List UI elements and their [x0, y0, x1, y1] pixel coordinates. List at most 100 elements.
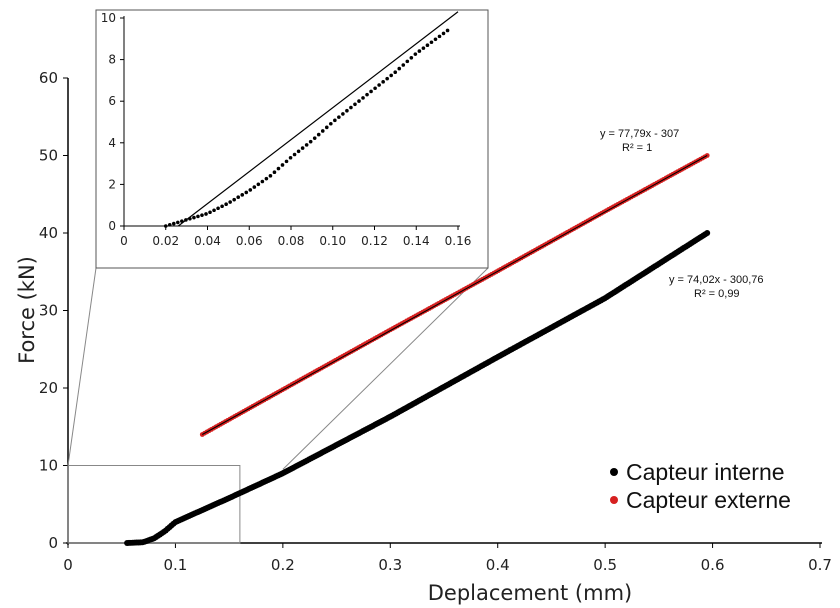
trendline-r2-externe: R² = 1 — [622, 142, 652, 154]
inset-data-point — [413, 52, 418, 56]
inset-data-point — [320, 129, 325, 133]
trendline-externe — [202, 155, 708, 435]
inset-data-point — [180, 219, 184, 223]
inset-data-point — [312, 136, 317, 140]
y-tick-label: 30 — [39, 302, 58, 320]
inset-data-point — [405, 59, 410, 64]
inset-data-point — [268, 174, 273, 178]
inset-data-point — [284, 159, 289, 164]
inset-axes: 0 0.02 0.04 0.06 0.08 0.10 0.12 0.14 0.16 0 2 4 6 8 10 — [101, 11, 472, 248]
inset-data-point — [228, 200, 232, 204]
inset-data-point — [337, 115, 341, 119]
inset-y-tick-label: 6 — [108, 94, 116, 108]
inset-data-point — [248, 188, 253, 192]
inset-x-tick-label: 0 — [120, 234, 128, 248]
series-capteur-externe — [199, 153, 710, 437]
inset-data-point — [172, 221, 176, 226]
inset-data-point — [377, 83, 381, 87]
inset-data-point — [437, 34, 442, 39]
trendline-r2-interne: R² = 0,99 — [694, 288, 740, 300]
inset-data-point — [167, 222, 172, 227]
y-tick-label: 50 — [39, 147, 58, 165]
y-tick-label: 40 — [39, 224, 58, 242]
inset-data-point — [296, 149, 301, 154]
y-tick-label: 60 — [39, 69, 58, 87]
inset-data-point — [184, 218, 188, 222]
inset-y-tick-label: 10 — [101, 11, 116, 25]
inset-data-point — [304, 143, 309, 147]
inset-data-point — [333, 118, 337, 123]
inset-data-point — [276, 166, 281, 171]
y-tick-label: 10 — [39, 457, 58, 475]
inset-data-point — [264, 176, 269, 181]
legend: Capteur interne Capteur externe — [610, 459, 791, 513]
inset-data-point — [208, 210, 212, 215]
inset-data-point — [365, 92, 369, 97]
trendline-equation-interne: y = 74,02x - 300,76 — [669, 274, 763, 286]
inset-data-point — [196, 214, 200, 219]
inset-x-tick-label: 0.16 — [445, 234, 472, 248]
inset-data-point — [232, 197, 236, 202]
inset-y-tick-label: 4 — [108, 136, 116, 150]
inset-data-point — [236, 195, 241, 200]
inset-data-point — [341, 112, 345, 116]
inset-data-point — [349, 105, 353, 110]
inset-y-tick-label: 0 — [108, 219, 116, 233]
inset-data-point — [300, 146, 305, 150]
y-tick-label: 0 — [48, 534, 58, 552]
inset-data-point — [417, 49, 422, 53]
inset-data-point — [204, 212, 208, 216]
trendline-equation-externe: y = 77,79x - 307 — [600, 128, 679, 140]
data-point-interne — [704, 230, 711, 236]
x-tick-label: 0.5 — [593, 556, 617, 574]
inset-x-tick-label: 0.06 — [236, 234, 263, 248]
inset-data-point — [385, 76, 389, 81]
x-tick-label: 0.4 — [486, 556, 510, 574]
inset-data-point — [292, 152, 297, 157]
inset-data-point — [389, 73, 394, 78]
inset-y-tick-label: 2 — [108, 177, 116, 191]
legend-label-interne: Capteur interne — [626, 459, 785, 485]
inset-data-point — [329, 121, 333, 126]
y-axis-label: Force (kN) — [15, 256, 39, 364]
zoom-guides — [67, 267, 489, 544]
inset-data-point — [260, 179, 265, 184]
inset-data-point — [429, 40, 434, 45]
inset-data-point — [353, 102, 357, 107]
inset-data-point — [288, 155, 293, 160]
inset-data-point — [163, 224, 168, 228]
inset-data-point — [244, 190, 249, 195]
inset-reference-line — [177, 11, 459, 227]
zoom-connector-right — [282, 267, 489, 470]
inset-data-point — [280, 163, 285, 167]
inset-data-point — [224, 202, 228, 207]
inset-data-point — [188, 216, 192, 221]
inset-series — [163, 11, 459, 228]
inset-data-point — [425, 43, 430, 47]
inset-x-tick-label: 0.02 — [152, 234, 179, 248]
inset-x-tick-label: 0.12 — [361, 234, 388, 248]
inset-data-point — [316, 132, 321, 137]
x-tick-label: 0.6 — [701, 556, 725, 574]
legend-marker-externe — [610, 496, 618, 504]
inset-data-point — [272, 170, 277, 175]
inset-y-tick-label: 8 — [108, 53, 116, 67]
legend-label-externe: Capteur externe — [626, 487, 791, 513]
inset-data-point — [176, 220, 180, 225]
inset-data-point — [441, 31, 446, 36]
inset-data-point — [421, 46, 426, 50]
inset-x-tick-label: 0.14 — [403, 234, 430, 248]
inset-data-point — [212, 208, 216, 213]
inset-data-point — [373, 86, 377, 91]
x-tick-label: 0.1 — [163, 556, 187, 574]
inset-data-point — [216, 206, 220, 211]
inset-data-point — [240, 193, 245, 197]
x-tick-label: 0 — [63, 556, 73, 574]
inset-data-point — [401, 63, 406, 67]
inset-data-point — [393, 70, 398, 74]
inset-data-point — [409, 55, 414, 60]
x-axis-label: Deplacement (mm) — [428, 581, 632, 605]
series-capteur-interne — [124, 230, 711, 546]
